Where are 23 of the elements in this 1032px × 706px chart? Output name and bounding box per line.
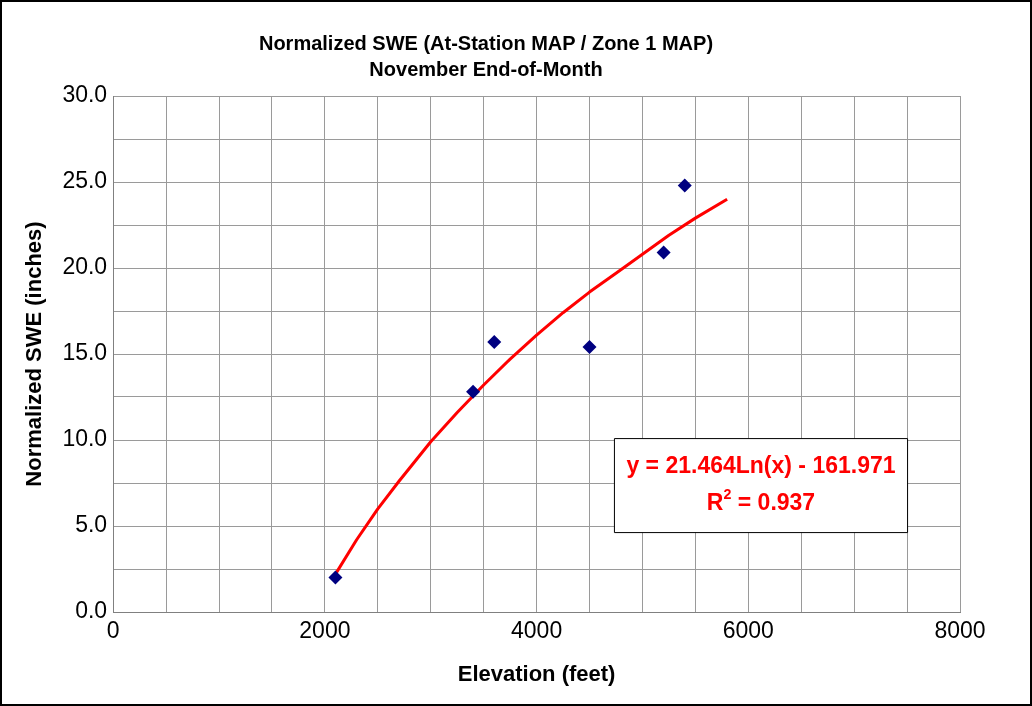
chart-title: Normalized SWE (At-Station MAP / Zone 1 MAP) [258,31,714,54]
x-tick-label: 8000 [934,617,986,644]
y-tick-label: 5.0 [75,511,108,538]
point [466,384,481,399]
y-axis-title: Normalized SWE (inches) [21,221,47,487]
point [656,245,671,260]
point [582,340,597,355]
y-tick-label: 25.0 [62,167,108,194]
y-tick-label: 20.0 [62,253,108,280]
x-tick-label: 6000 [722,617,774,644]
point [487,334,502,349]
chart-subtitle: November End-of-Month [369,57,603,80]
y-tick-label: 0.0 [75,597,108,624]
annotation: y = 21.464Ln(x) - 161.971 [626,452,896,479]
y-tick-label: 30.0 [62,81,108,108]
point [677,178,692,193]
x-tick-label: 4000 [511,617,563,644]
y-tick-label: 10.0 [62,425,108,452]
x-tick-label: 2000 [299,617,351,644]
y-tick-label: 15.0 [62,339,108,366]
x-axis-title: Elevation (feet) [457,660,616,686]
point [328,570,343,585]
x-tick-label: 0 [106,617,120,644]
